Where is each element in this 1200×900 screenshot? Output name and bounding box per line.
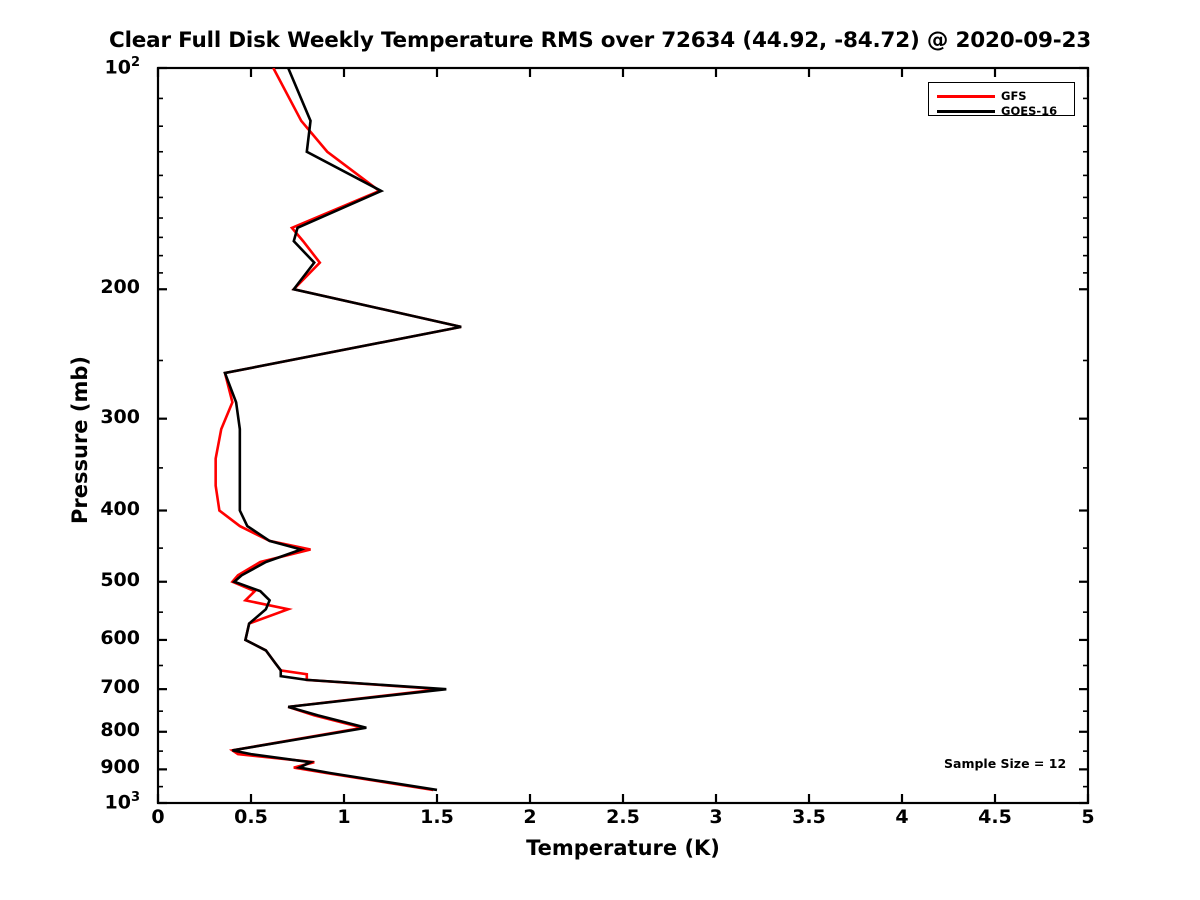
tick-marks xyxy=(156,66,1090,805)
x-tick-label: 4.5 xyxy=(978,806,1012,828)
y-tick-label: 700 xyxy=(100,676,140,699)
x-tick-label: 3 xyxy=(709,806,723,828)
legend-entry-gfs: GFS xyxy=(937,89,1027,103)
legend-swatch-icon xyxy=(937,109,995,113)
x-tick-label: 5 xyxy=(1081,806,1095,828)
y-tick-label: 300 xyxy=(100,405,140,428)
legend-swatch-icon xyxy=(937,94,995,98)
y-tick-label: 600 xyxy=(100,626,140,649)
x-tick-label: 0 xyxy=(151,806,165,828)
series-line-goes-16 xyxy=(223,68,462,792)
legend-label: GOES-16 xyxy=(1001,104,1058,118)
x-tick-label: 1 xyxy=(337,806,351,828)
y-tick-label: 800 xyxy=(100,718,140,741)
y-tick-label: 103 xyxy=(104,790,141,814)
y-tick-label: 500 xyxy=(100,568,140,591)
legend: GFS GOES-16 xyxy=(928,82,1075,118)
x-tick-label: 0.5 xyxy=(234,806,268,828)
x-axis-label: Temperature (K) xyxy=(526,836,720,860)
x-tick-label: 4 xyxy=(895,806,909,828)
y-tick-label: 102 xyxy=(104,55,141,79)
legend-label: GFS xyxy=(1001,89,1027,103)
y-tick-label: 400 xyxy=(100,497,140,520)
y-tick-label: 200 xyxy=(100,276,140,299)
legend-entry-goes-16: GOES-16 xyxy=(937,104,1057,118)
y-tick-label: 900 xyxy=(100,756,140,779)
x-tick-label: 2 xyxy=(523,806,537,828)
axis-frame xyxy=(156,66,1090,805)
data-series-group xyxy=(214,68,462,792)
x-tick-label: 1.5 xyxy=(420,806,454,828)
x-tick-label: 2.5 xyxy=(606,806,640,828)
sample-size-annotation: Sample Size = 12 xyxy=(944,756,1067,771)
page-title: Clear Full Disk Weekly Temperature RMS o… xyxy=(109,28,1091,53)
x-tick-label: 3.5 xyxy=(792,806,826,828)
